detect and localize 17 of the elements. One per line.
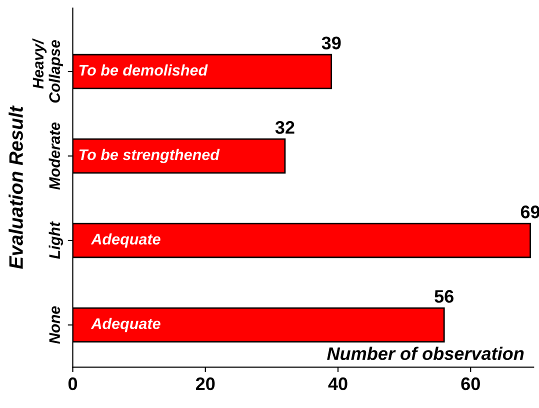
y-tick-label: Heavy/ Collapse (32, 38, 64, 103)
y-axis-title: Evaluation Result (8, 105, 23, 269)
annotation: Adequate (90, 318, 160, 332)
y-tick-label: Light (48, 221, 64, 259)
x-tick-label: 60 (461, 377, 480, 390)
x-tick-label: 20 (196, 377, 215, 390)
annotation: To be demolished (79, 64, 208, 76)
x-tick-label: 40 (328, 377, 348, 390)
y-tick-label: Moderate (48, 122, 60, 190)
x-tick-label: 0 (68, 377, 78, 390)
y-tick-label: None (49, 306, 60, 344)
x-axis-title: Number of observation (327, 346, 524, 360)
data-label: 56 (434, 290, 454, 303)
annotation: To be strengthened (79, 148, 220, 164)
annotation: Adequate (90, 233, 160, 248)
data-label: 32 (275, 121, 294, 134)
data-label: 39 (322, 36, 341, 50)
